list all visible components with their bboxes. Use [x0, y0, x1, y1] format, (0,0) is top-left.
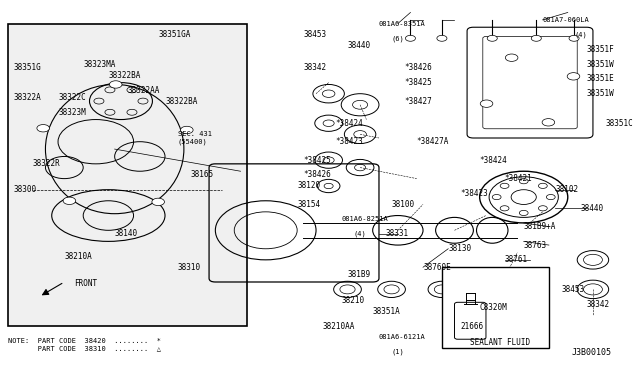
Bar: [442, 267, 549, 349]
Text: 38323M: 38323M: [58, 108, 86, 117]
Text: 38130: 38130: [448, 244, 471, 253]
Circle shape: [180, 126, 193, 134]
Text: 21666: 21666: [461, 322, 484, 331]
Circle shape: [506, 54, 518, 61]
Circle shape: [531, 35, 541, 41]
Text: (4): (4): [574, 31, 587, 38]
Text: 38453: 38453: [303, 30, 326, 39]
Text: (6): (6): [392, 35, 404, 42]
Text: *38427: *38427: [404, 97, 432, 106]
Text: 38100: 38100: [392, 200, 415, 209]
Text: 38763: 38763: [524, 241, 547, 250]
Text: *38426: *38426: [404, 63, 432, 72]
Circle shape: [569, 35, 579, 41]
Text: 38440: 38440: [580, 203, 604, 213]
Text: 081A6-6121A: 081A6-6121A: [379, 334, 426, 340]
Text: 38210AA: 38210AA: [323, 322, 355, 331]
Text: 38102: 38102: [555, 185, 579, 194]
Circle shape: [405, 35, 415, 41]
Text: FRONT: FRONT: [74, 279, 97, 288]
Text: 081A6-8251A: 081A6-8251A: [341, 216, 388, 222]
Text: 38342: 38342: [587, 300, 610, 309]
Text: 38120: 38120: [297, 182, 320, 190]
Text: *38427A: *38427A: [417, 137, 449, 146]
Text: 38351A: 38351A: [372, 307, 401, 316]
Text: 081A7-060LA: 081A7-060LA: [543, 17, 589, 23]
Text: (4): (4): [354, 231, 367, 237]
Text: *38424: *38424: [335, 119, 363, 128]
Text: *38425: *38425: [303, 155, 332, 165]
Text: 38331: 38331: [385, 230, 408, 238]
Text: *38423: *38423: [335, 137, 363, 146]
Text: 38322BA: 38322BA: [165, 97, 197, 106]
Text: *38425: *38425: [404, 78, 432, 87]
Text: 38351W: 38351W: [587, 89, 614, 98]
Text: 381B9: 381B9: [348, 270, 371, 279]
Text: 38322R: 38322R: [33, 159, 61, 169]
Text: 38154: 38154: [297, 200, 320, 209]
Text: 38760E: 38760E: [423, 263, 451, 272]
Text: SEALANT FLUID: SEALANT FLUID: [470, 339, 531, 347]
Text: 38322AA: 38322AA: [127, 86, 159, 94]
Circle shape: [567, 73, 580, 80]
Text: 38300: 38300: [14, 185, 37, 194]
Circle shape: [487, 35, 497, 41]
Text: 38322C: 38322C: [58, 93, 86, 102]
Circle shape: [152, 198, 164, 206]
Text: 38322A: 38322A: [14, 93, 42, 102]
Circle shape: [37, 125, 49, 132]
Text: *38424: *38424: [479, 155, 508, 165]
Text: 081A6-8351A: 081A6-8351A: [379, 20, 426, 26]
Text: 38342: 38342: [303, 63, 326, 72]
Text: 381B9+A: 381B9+A: [524, 222, 556, 231]
Text: (1): (1): [392, 349, 404, 355]
Text: 38453: 38453: [561, 285, 584, 294]
Text: NOTE:  PART CODE  38420  ........  *
       PART CODE  38310  ........  △: NOTE: PART CODE 38420 ........ * PART CO…: [8, 338, 161, 351]
Text: J3B00105: J3B00105: [572, 348, 612, 357]
Text: 38351GA: 38351GA: [159, 30, 191, 39]
Text: *38421: *38421: [505, 174, 532, 183]
Text: C8320M: C8320M: [479, 303, 508, 312]
Text: 38351C: 38351C: [605, 119, 633, 128]
Text: 38440: 38440: [348, 41, 371, 50]
Circle shape: [437, 35, 447, 41]
Text: 38310: 38310: [177, 263, 201, 272]
Circle shape: [542, 119, 555, 126]
Text: 38210: 38210: [341, 296, 364, 305]
Text: 38323MA: 38323MA: [83, 60, 116, 69]
Text: *38423: *38423: [461, 189, 488, 198]
Circle shape: [109, 81, 122, 88]
Text: 38322BA: 38322BA: [108, 71, 141, 80]
Text: 38351F: 38351F: [587, 45, 614, 54]
Text: 38761: 38761: [505, 255, 528, 264]
Text: 38351G: 38351G: [14, 63, 42, 72]
Circle shape: [63, 197, 76, 205]
Text: 38165: 38165: [190, 170, 213, 179]
Bar: [8, 23, 247, 326]
Text: 38140: 38140: [115, 230, 138, 238]
Text: SEC. 431
(55400): SEC. 431 (55400): [177, 131, 212, 145]
Circle shape: [480, 100, 493, 108]
Text: 38351W: 38351W: [587, 60, 614, 69]
Text: 38210A: 38210A: [65, 251, 92, 261]
Text: *38426: *38426: [303, 170, 332, 179]
Text: 38351E: 38351E: [587, 74, 614, 83]
